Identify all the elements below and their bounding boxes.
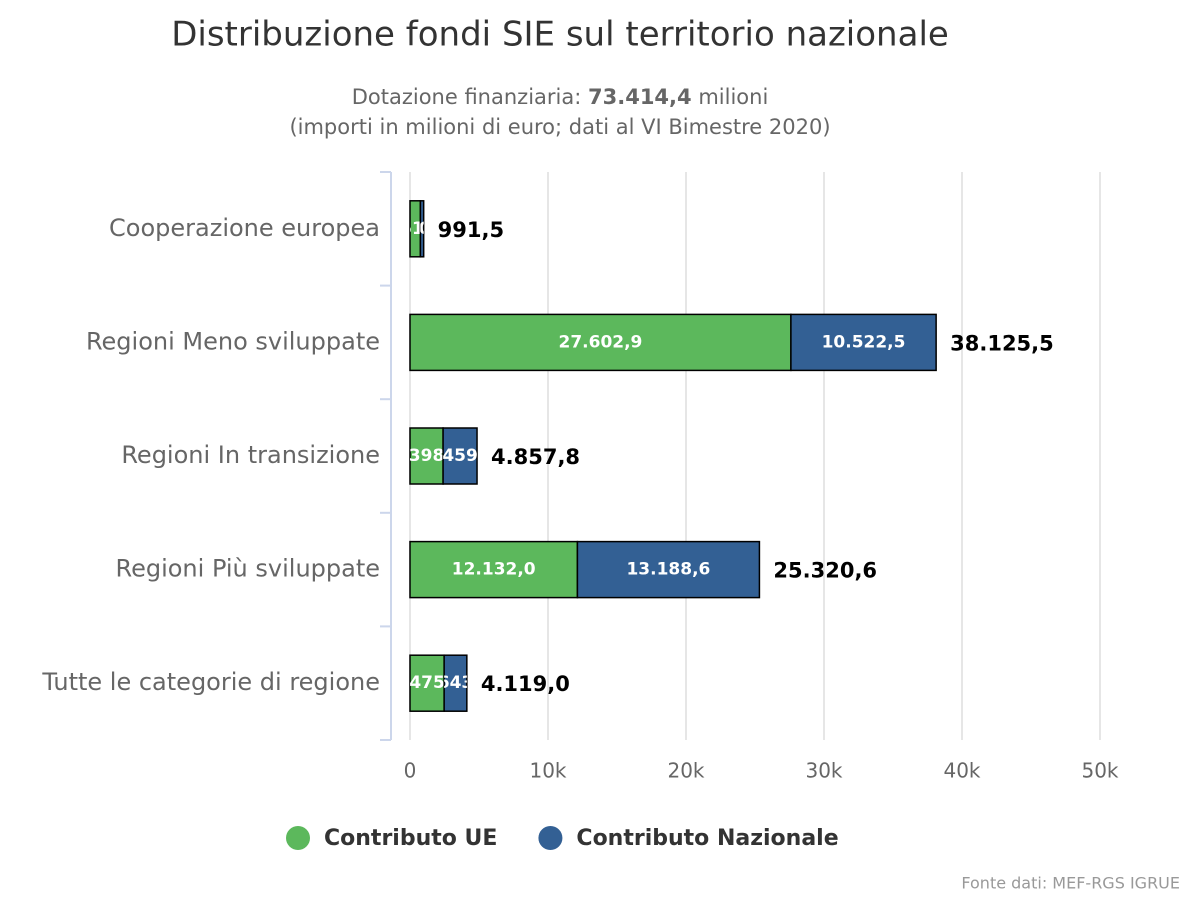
chart-title: Distribuzione fondi SIE sul territorio n… (171, 15, 949, 55)
x-tick-label: 20k (667, 759, 704, 783)
legend-label: Contributo Nazionale (576, 826, 838, 851)
subtitle-prefix: Dotazione finanziaria: (352, 85, 582, 109)
total-label: 25.320,6 (773, 559, 877, 583)
data-label: 10.522,5 (822, 332, 906, 352)
credits: Fonte dati: MEF-RGS IGRUE (961, 874, 1180, 893)
data-label: 12.132,0 (452, 560, 536, 580)
category-label: Regioni Più sviluppate (115, 555, 380, 583)
x-tick-label: 10k (529, 759, 566, 783)
x-tick-label: 0 (404, 759, 417, 783)
data-label: 2.475,2 (391, 673, 463, 693)
bar-segment (419, 200, 425, 258)
total-label: 38.125,5 (950, 331, 1054, 355)
chart-subtitle-line: (importi in milioni di euro; dati al VI … (289, 115, 830, 139)
legend-marker (286, 826, 310, 850)
subtitle-amount: 73.414,4 (588, 85, 692, 109)
legend-marker (538, 826, 563, 850)
data-label: 1.643,8 (419, 673, 491, 693)
legend-label: Contributo UE (324, 826, 497, 851)
category-label: Regioni Meno sviluppate (86, 327, 380, 355)
chart-subtitle: Dotazione finanziaria: 73.414,4 milioni (352, 85, 769, 109)
bar-segment (442, 427, 478, 485)
data-label: 2.398,3 (391, 446, 463, 466)
subtitle-suffix: milioni (698, 85, 768, 109)
data-label: 13.188,6 (626, 560, 710, 580)
x-tick-label: 50k (1081, 759, 1118, 783)
bar-segment (576, 540, 761, 599)
data-label: 751,3 (388, 219, 442, 239)
bar-segment (443, 654, 468, 712)
category-label: Cooperazione europea (109, 214, 380, 242)
total-label: 4.857,8 (491, 445, 580, 469)
category-label: Tutte le categorie di regione (41, 668, 380, 696)
x-tick-label: 40k (943, 759, 980, 783)
category-label: Regioni In transizione (121, 441, 380, 469)
data-label: 27.602,9 (559, 332, 643, 352)
total-label: 991,5 (438, 218, 504, 242)
total-label: 4.119,0 (481, 672, 570, 696)
data-label: 2.459,5 (424, 446, 496, 466)
x-tick-label: 30k (805, 759, 842, 783)
bar-segment (790, 313, 937, 372)
data-label: 240,2 (395, 219, 449, 239)
